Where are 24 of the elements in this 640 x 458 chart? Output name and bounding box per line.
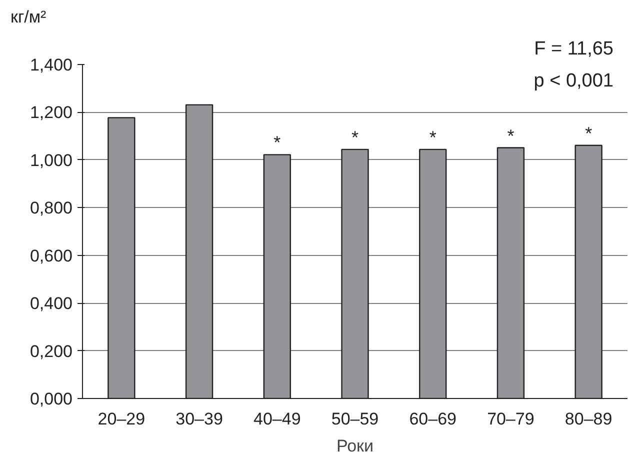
y-tick-label: 0,200 — [30, 342, 73, 361]
x-axis-title: Роки — [336, 436, 374, 456]
y-tick-label: 0,600 — [30, 246, 73, 266]
annotation: * — [274, 132, 281, 153]
x-tick-label: 60–69 — [409, 410, 456, 428]
annotation: * — [507, 126, 514, 146]
annotation: * — [352, 127, 359, 148]
y-tick-label: 0,400 — [30, 294, 73, 314]
text: F = 11,65 — [534, 38, 614, 60]
x-tick-label: 20–29 — [98, 410, 146, 428]
x-tick-label: 30–39 — [176, 410, 223, 428]
y-tick-label: 1,400 — [30, 56, 73, 74]
x-tick-label: 80–89 — [564, 410, 612, 428]
annotation: * — [429, 127, 436, 148]
x-tick-label: 40–49 — [254, 410, 301, 428]
y-axis-title: кг/м² — [10, 8, 47, 26]
y-tick-label: 0,800 — [30, 198, 73, 218]
annotation: * — [585, 123, 592, 144]
y-tick-label: 1,000 — [30, 150, 73, 170]
y-tick-label: 1,200 — [30, 103, 73, 122]
x-tick-label: 70–79 — [487, 410, 534, 428]
y-tick-label: 0,000 — [30, 390, 73, 408]
x-tick-label: 50–59 — [331, 410, 379, 428]
annotation: p < 0,001 — [534, 70, 614, 92]
